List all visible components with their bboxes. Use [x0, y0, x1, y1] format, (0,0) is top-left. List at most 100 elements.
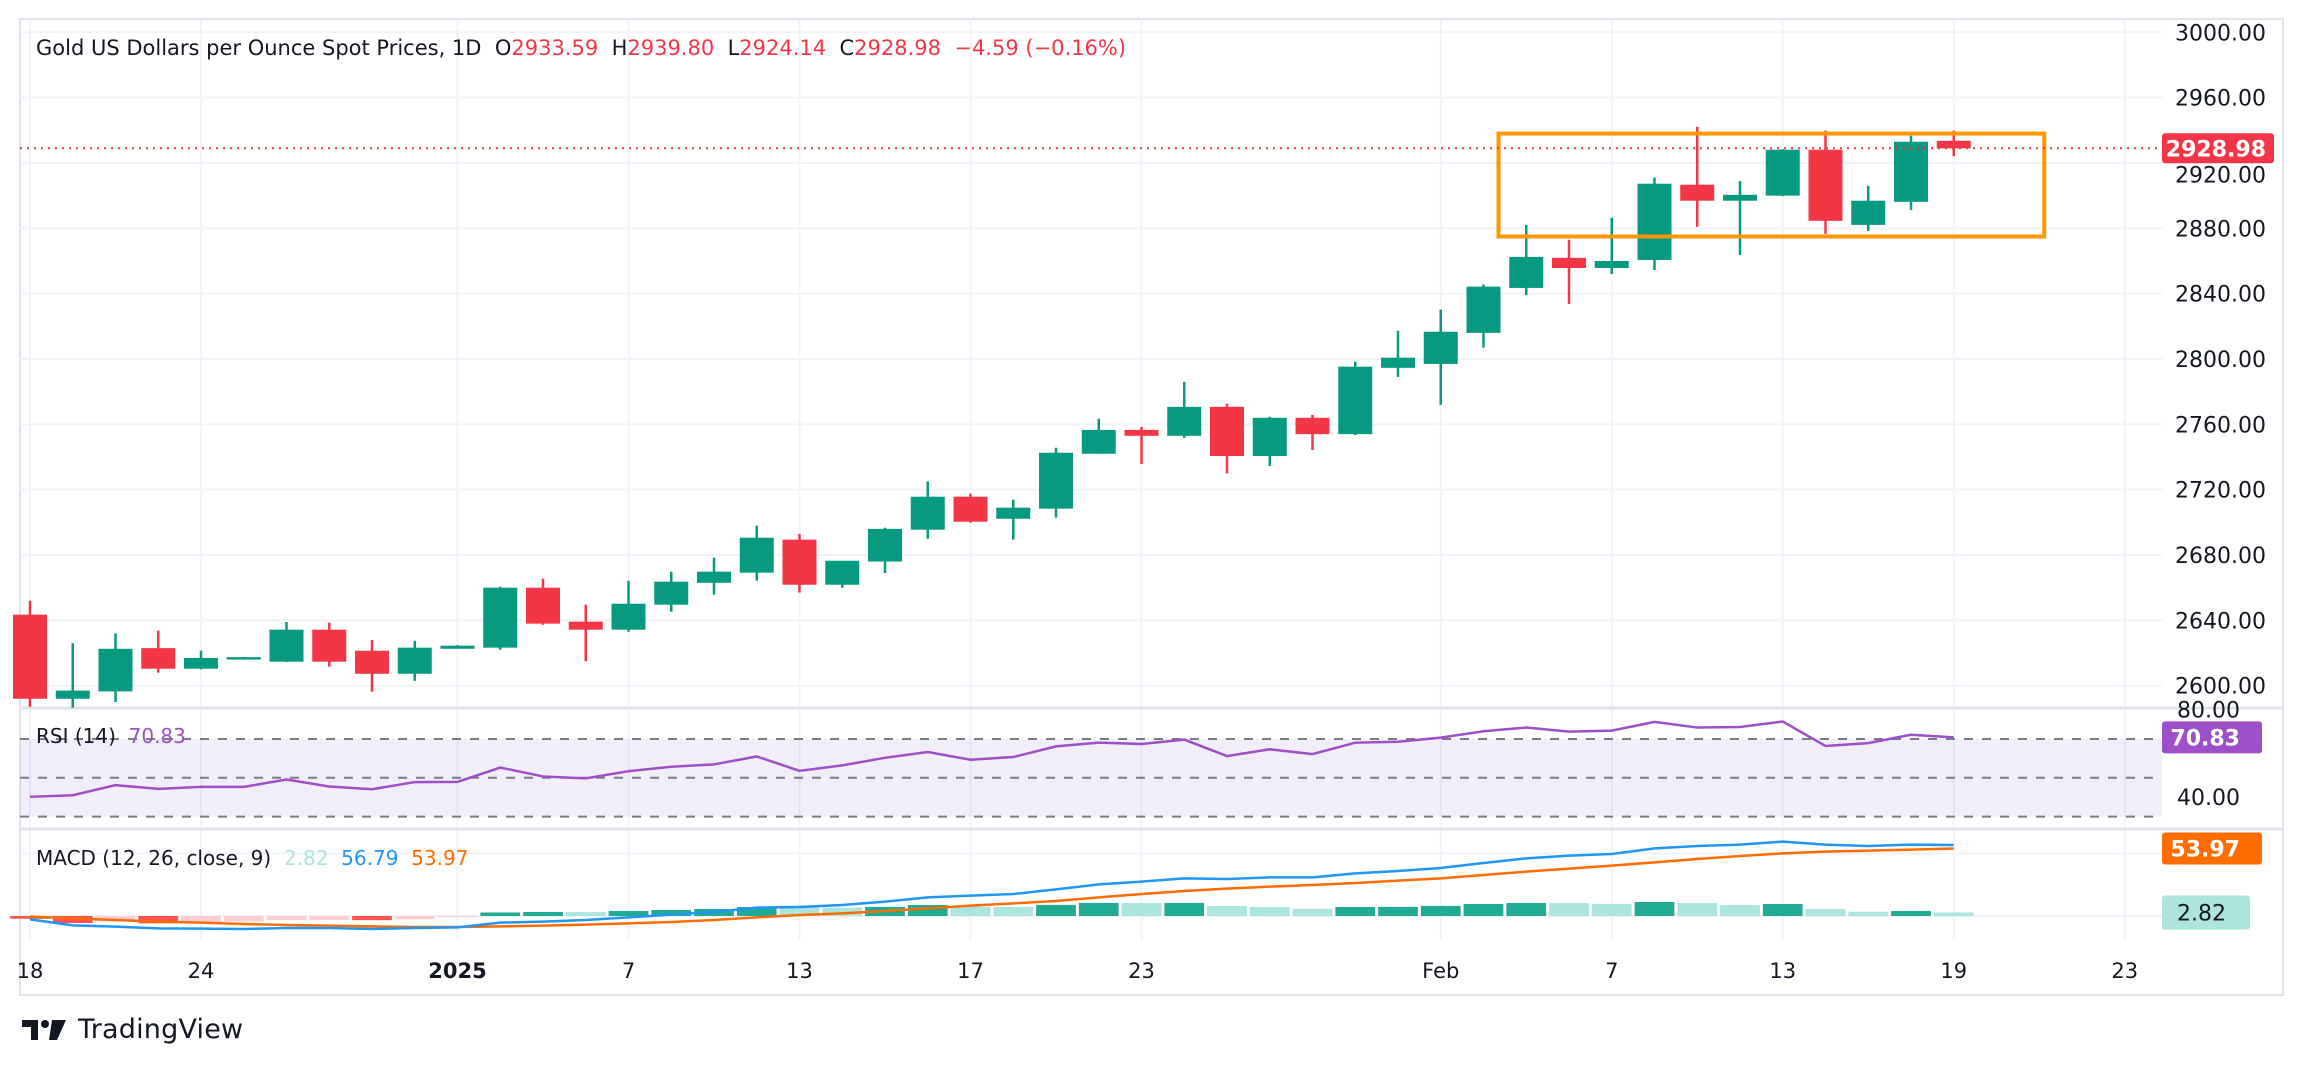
low-value: 2924.14 [739, 36, 827, 60]
candle-up [654, 581, 689, 605]
candle-up [1039, 452, 1073, 509]
price-tick-label: 2920.00 [2175, 163, 2266, 188]
macd-histogram-bar [266, 916, 307, 920]
candle-up [98, 648, 133, 692]
candle-up [1167, 406, 1202, 436]
candle-down [782, 539, 817, 585]
candle-up [1081, 429, 1116, 454]
macd-histogram-badge-label: 2.82 [2177, 901, 2226, 926]
price-tick-label: 3000.00 [2175, 21, 2266, 46]
symbol-title: Gold US Dollars per Ounce Spot Prices, 1… [36, 36, 482, 60]
candle-down [1124, 429, 1159, 436]
close-label: C [839, 36, 855, 60]
price-tick-label: 2760.00 [2175, 413, 2266, 438]
macd-legend-name: MACD (12, 26, close, 9) [36, 846, 272, 870]
rsi-pane [20, 720, 2162, 818]
macd-histogram-bar [352, 916, 392, 921]
price-tick-label: 2720.00 [2175, 479, 2266, 504]
macd-histogram-bar [779, 907, 820, 916]
change-value: −4.59 (−0.16%) [954, 36, 1127, 60]
macd-histogram-bar [1249, 907, 1290, 916]
rsi-legend-value: 70.83 [128, 724, 186, 748]
time-tick-label: 19 [1940, 959, 1967, 983]
macd-histogram-bar [1463, 904, 1504, 916]
macd-histogram-bar [651, 910, 692, 916]
macd-histogram-bar [950, 906, 991, 916]
candle-down [568, 621, 603, 630]
macd-histogram-bar [1677, 903, 1718, 916]
rsi-value-badge-label: 70.83 [2170, 726, 2240, 751]
close-value: 2928.98 [854, 36, 941, 60]
macd-histogram-bar [1207, 906, 1247, 916]
macd-histogram-bar [1848, 911, 1889, 916]
candle-up [1637, 183, 1672, 261]
rsi-legend-name: RSI (14) [36, 724, 116, 748]
macd-histogram-bar [1506, 903, 1547, 916]
last-price-badge-label: 2928.98 [2166, 137, 2266, 162]
candle-up [483, 587, 518, 648]
candle-up [1338, 366, 1373, 435]
macd-legend: MACD (12, 26, close, 9) 2.82 56.79 53.97 [36, 846, 468, 870]
macd-histogram-bar [480, 912, 521, 916]
candle-up [739, 537, 774, 573]
macd-histogram-bar [993, 907, 1034, 916]
tradingview-logo[interactable]: TradingView [22, 1014, 243, 1045]
macd-signal-badge [2162, 832, 2262, 865]
candle-down [1936, 140, 1971, 149]
candle-up [611, 603, 646, 630]
candle-down [1808, 149, 1843, 221]
candle-up [226, 657, 261, 660]
time-tick-label: 7 [622, 959, 635, 983]
macd-signal-line [29, 847, 1954, 929]
macd-line [29, 840, 1954, 931]
macd-histogram-bar [1634, 902, 1675, 916]
macd-histogram-bar [138, 916, 179, 924]
candle-up [1851, 200, 1886, 225]
macd-histogram-bar [1036, 904, 1076, 916]
macd-histogram-bar [1292, 908, 1333, 916]
candle-down [526, 587, 560, 624]
price-tick-label: 2680.00 [2175, 544, 2266, 569]
time-tick-label: 23 [2111, 959, 2138, 983]
candle-up [996, 507, 1031, 519]
time-tick-label: 24 [188, 959, 215, 983]
macd-histogram-bar [565, 912, 606, 916]
macd-histogram-bar [1121, 903, 1162, 916]
macd-histogram-bar [1420, 905, 1461, 916]
macd-signal-badge-label: 53.97 [2170, 838, 2240, 863]
candle-up [1423, 331, 1458, 364]
macd-histogram-bar [437, 916, 478, 918]
macd-histogram-bar [1378, 906, 1418, 916]
candle-down [141, 648, 176, 669]
candle-down [312, 629, 347, 662]
candle-up [440, 645, 475, 649]
candle-up [1894, 141, 1928, 202]
candle-up [697, 571, 731, 583]
candle-up [825, 560, 860, 585]
macd-histogram-bar [736, 907, 777, 916]
candle-up [1466, 286, 1501, 333]
macd-legend-histogram: 2.82 [283, 846, 329, 870]
macd-histogram-bar [1891, 911, 1931, 916]
high-value: 2939.80 [627, 36, 715, 60]
candle-down [1210, 406, 1244, 457]
macd-histogram-bar [181, 916, 221, 922]
rsi-tick-label: 40.00 [2177, 786, 2240, 811]
tradingview-logo-text: TradingView [78, 1014, 244, 1045]
candle-up [1594, 260, 1629, 269]
macd-pane [10, 840, 1974, 931]
chart-frame [19, 18, 2284, 996]
rsi-value-badge [2162, 721, 2262, 754]
consolidation-box [1496, 131, 2047, 239]
price-tick-label: 2800.00 [2175, 348, 2266, 373]
rsi-line [29, 720, 1954, 799]
axes: 18 24 2025 7 13 17 23 Feb 7 13 19 23 3000.00 2960.00 2… [17, 21, 2274, 983]
macd-histogram-bar [1549, 903, 1589, 916]
macd-legend-macd: 56.79 [341, 846, 399, 870]
candle-up [55, 690, 90, 699]
time-tick-label: 2025 [428, 959, 486, 983]
candle-up [1509, 256, 1544, 288]
time-tick-label: Feb [1422, 959, 1459, 983]
overlay [20, 131, 2162, 239]
